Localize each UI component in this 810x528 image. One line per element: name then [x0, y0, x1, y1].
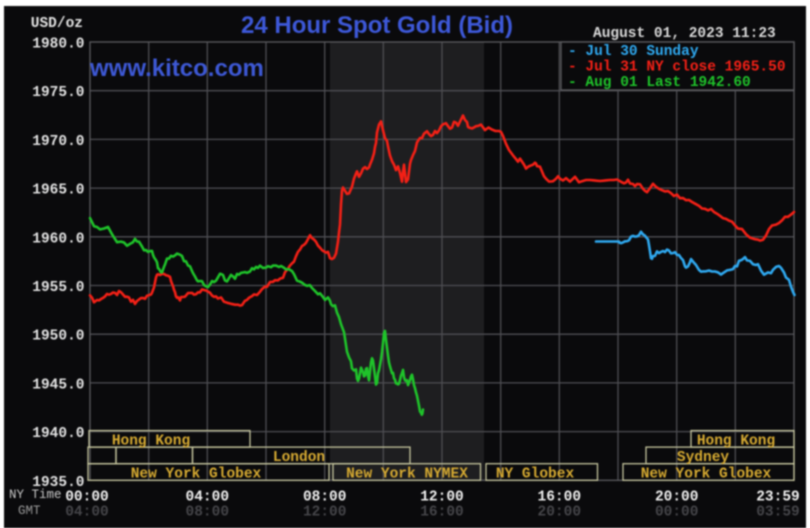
svg-text:1955.0: 1955.0: [32, 280, 84, 296]
svg-text:1960.0: 1960.0: [32, 231, 84, 247]
svg-text:03:59: 03:59: [756, 505, 800, 521]
svg-text:USD/oz: USD/oz: [31, 16, 83, 32]
svg-text:NY Globex: NY Globex: [496, 467, 575, 483]
svg-text:16:00: 16:00: [420, 505, 464, 521]
svg-text:1975.0: 1975.0: [32, 85, 84, 101]
svg-text:08:00: 08:00: [303, 490, 347, 506]
svg-text:- Jul 31 NY close 1965.50: - Jul 31 NY close 1965.50: [568, 60, 786, 76]
svg-text:GMT: GMT: [18, 504, 41, 518]
svg-text:- Aug 01 Last 1942.60: - Aug 01 Last 1942.60: [568, 75, 751, 91]
svg-text:1950.0: 1950.0: [32, 329, 84, 345]
svg-text:12:00: 12:00: [420, 490, 464, 506]
svg-text:- Jul 30 Sunday: - Jul 30 Sunday: [568, 44, 699, 60]
svg-text:1945.0: 1945.0: [32, 377, 84, 393]
svg-text:24 Hour Spot Gold (Bid): 24 Hour Spot Gold (Bid): [241, 12, 513, 39]
svg-text:New York Globex: New York Globex: [641, 467, 772, 483]
svg-text:1965.0: 1965.0: [32, 183, 84, 199]
svg-text:00:00: 00:00: [65, 490, 109, 506]
svg-text:20:00: 20:00: [538, 505, 582, 521]
svg-text:NY Time: NY Time: [9, 488, 62, 502]
svg-text:16:00: 16:00: [538, 490, 582, 506]
svg-text:Hong Kong: Hong Kong: [697, 433, 775, 449]
svg-text:12:00: 12:00: [303, 505, 347, 521]
svg-text:Hong Kong: Hong Kong: [112, 433, 190, 449]
svg-text:1940.0: 1940.0: [32, 426, 84, 442]
svg-text:London: London: [273, 450, 325, 466]
svg-text:New York NYMEX: New York NYMEX: [346, 467, 468, 483]
svg-text:08:00: 08:00: [186, 505, 230, 521]
svg-text:20:00: 20:00: [655, 490, 699, 506]
svg-text:Sydney: Sydney: [677, 450, 730, 466]
svg-text:1935.0: 1935.0: [32, 475, 84, 491]
svg-text:04:00: 04:00: [65, 505, 109, 521]
svg-text:04:00: 04:00: [186, 490, 230, 506]
svg-text:23:59: 23:59: [756, 490, 800, 506]
svg-text:1970.0: 1970.0: [32, 134, 84, 150]
svg-text:www.kitco.com: www.kitco.com: [89, 55, 264, 82]
svg-text:1980.0: 1980.0: [32, 37, 84, 53]
svg-text:00:00: 00:00: [655, 505, 699, 521]
svg-text:New York Globex: New York Globex: [131, 467, 262, 483]
svg-text:August 01, 2023 11:23: August 01, 2023 11:23: [593, 26, 776, 42]
